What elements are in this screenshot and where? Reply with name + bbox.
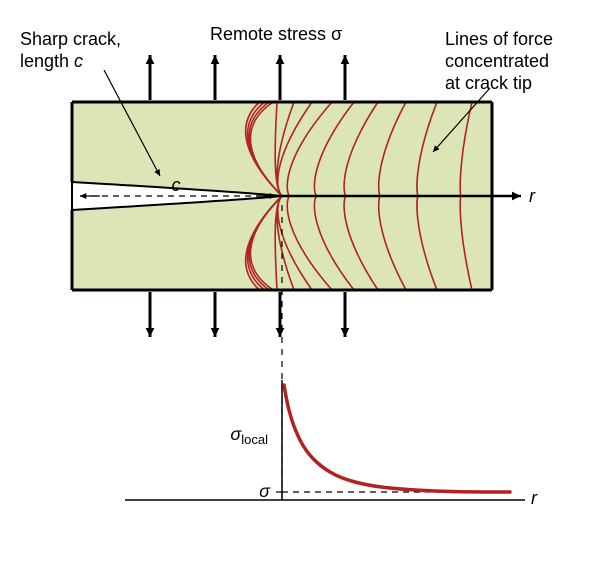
sigma-local-curve bbox=[284, 385, 510, 492]
sharp-crack-label: Sharp crack, bbox=[20, 29, 121, 49]
sigma-local-label: σlocal bbox=[230, 424, 268, 447]
crack-length-label: c bbox=[172, 175, 181, 195]
force-lines-label: Lines of force bbox=[445, 29, 553, 49]
force-lines-label-2: concentrated bbox=[445, 51, 549, 71]
sigma-ref-label: σ bbox=[259, 481, 271, 501]
sharp-crack-label-2: length c bbox=[20, 51, 83, 71]
remote-stress-label: Remote stress σ bbox=[210, 24, 342, 44]
r-axis-top-label: r bbox=[529, 186, 536, 206]
r-axis-bottom-label: r bbox=[531, 488, 538, 508]
